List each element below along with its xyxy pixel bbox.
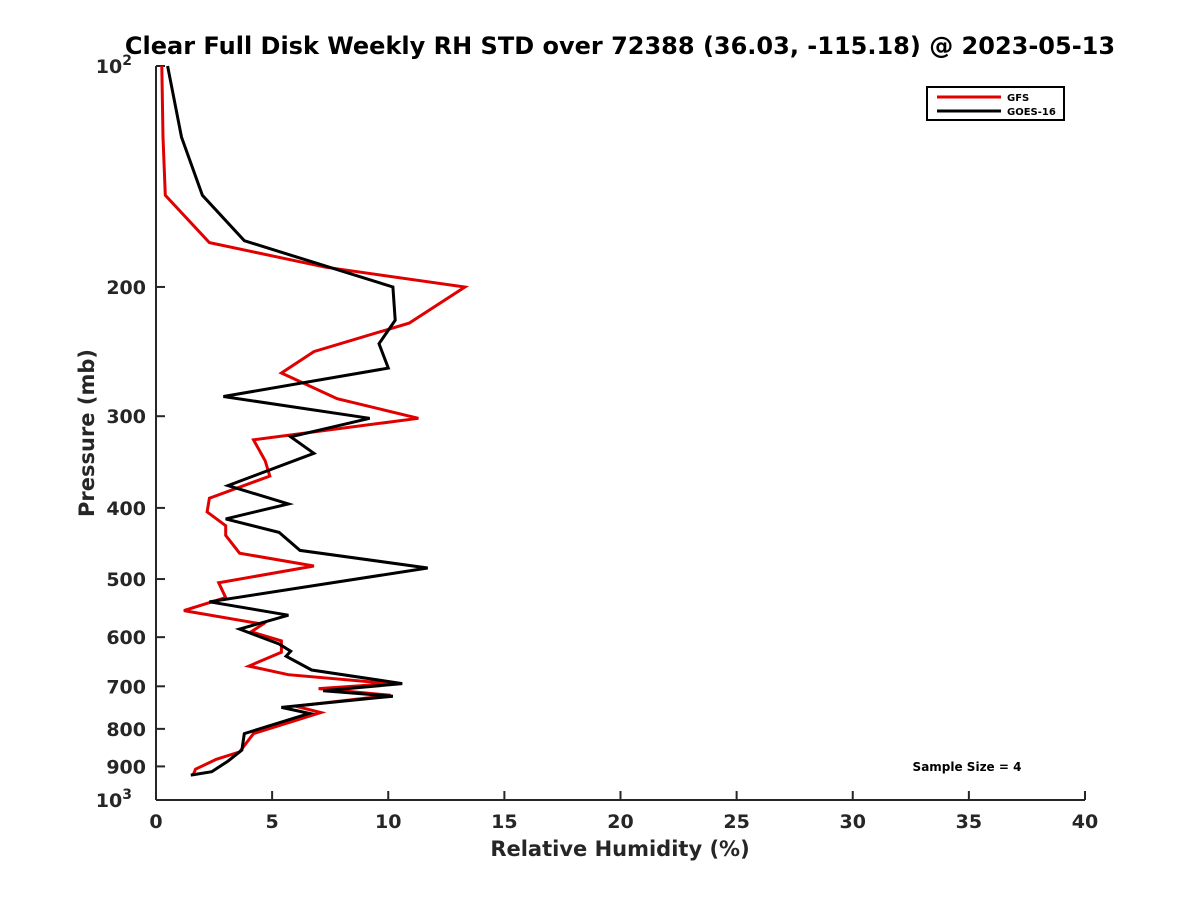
y-tick-label: 400 — [106, 498, 146, 520]
series-line-gfs — [160, 65, 470, 776]
y-tick-label: 500 — [106, 569, 146, 591]
y-tick-exponent: 3 — [122, 787, 132, 803]
x-tick-label: 10 — [375, 811, 401, 833]
x-axis-label: Relative Humidity (%) — [490, 837, 749, 861]
chart-title: Clear Full Disk Weekly RH STD over 72388… — [125, 32, 1115, 60]
y-tick-label: 700 — [106, 676, 146, 698]
x-tick-label: 30 — [840, 811, 866, 833]
x-tick-label: 15 — [491, 811, 517, 833]
y-tick-label: 600 — [106, 627, 146, 649]
sample-size-annotation: Sample Size = 4 — [913, 760, 1022, 774]
series-line-goes-16 — [166, 65, 428, 777]
y-tick-label: 900 — [106, 756, 146, 778]
x-tick-label: 35 — [956, 811, 982, 833]
y-tick-exponent: 2 — [122, 53, 132, 69]
x-tick-label: 20 — [607, 811, 633, 833]
legend-box — [926, 86, 1065, 121]
legend-label-goes-16: GOES-16 — [1007, 107, 1056, 118]
y-tick-label: 300 — [106, 406, 146, 428]
x-tick-label: 0 — [149, 811, 162, 833]
y-tick-label: 800 — [106, 719, 146, 741]
y-tick-label: 103 — [96, 787, 132, 812]
plot-area: 0 5 10 15 20 25 30 35 40 102 200 300 400 500 600 700 800… — [96, 53, 1098, 833]
x-tick-label: 40 — [1072, 811, 1098, 833]
y-tick-label: 102 — [96, 53, 132, 78]
y-axis-label: Pressure (mb) — [75, 349, 99, 517]
x-tick-label: 5 — [266, 811, 279, 833]
x-tick-label: 25 — [723, 811, 749, 833]
y-tick-label: 200 — [106, 277, 146, 299]
legend-label-gfs: GFS — [1007, 93, 1029, 104]
